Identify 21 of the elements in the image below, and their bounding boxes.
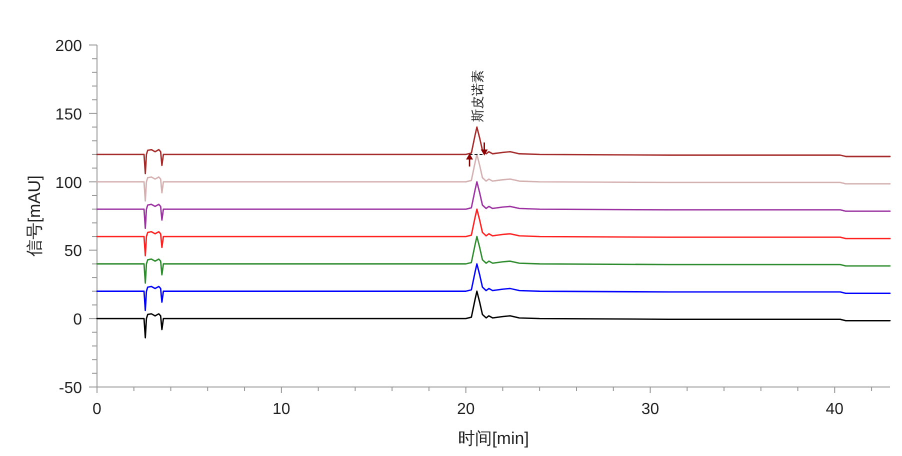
- y-axis-title: 信号[mAU]: [25, 175, 44, 257]
- y-tick-label: 100: [55, 174, 82, 192]
- y-tick-label: 200: [55, 38, 82, 55]
- y-tick-label: -50: [58, 380, 82, 397]
- x-tick-label: 20: [456, 401, 475, 418]
- line-series: [96, 154, 891, 202]
- x-tick-label: 30: [641, 401, 660, 418]
- x-tick-label: 10: [272, 401, 290, 418]
- line-series: [96, 208, 891, 256]
- line-series: [96, 236, 891, 284]
- y-tick-label: 150: [55, 106, 82, 124]
- line-series: [96, 126, 891, 174]
- line-series: [96, 263, 891, 312]
- x-tick-label: 0: [92, 401, 102, 418]
- x-tick-label: 40: [826, 401, 844, 418]
- y-tick-label: 50: [64, 243, 82, 260]
- y-tick-label: 0: [73, 312, 82, 329]
- line-series: [96, 290, 891, 338]
- annotation: 斯皮诺素: [470, 70, 485, 122]
- x-axis-title: 时间[min]: [458, 429, 529, 448]
- line-series: [96, 181, 891, 230]
